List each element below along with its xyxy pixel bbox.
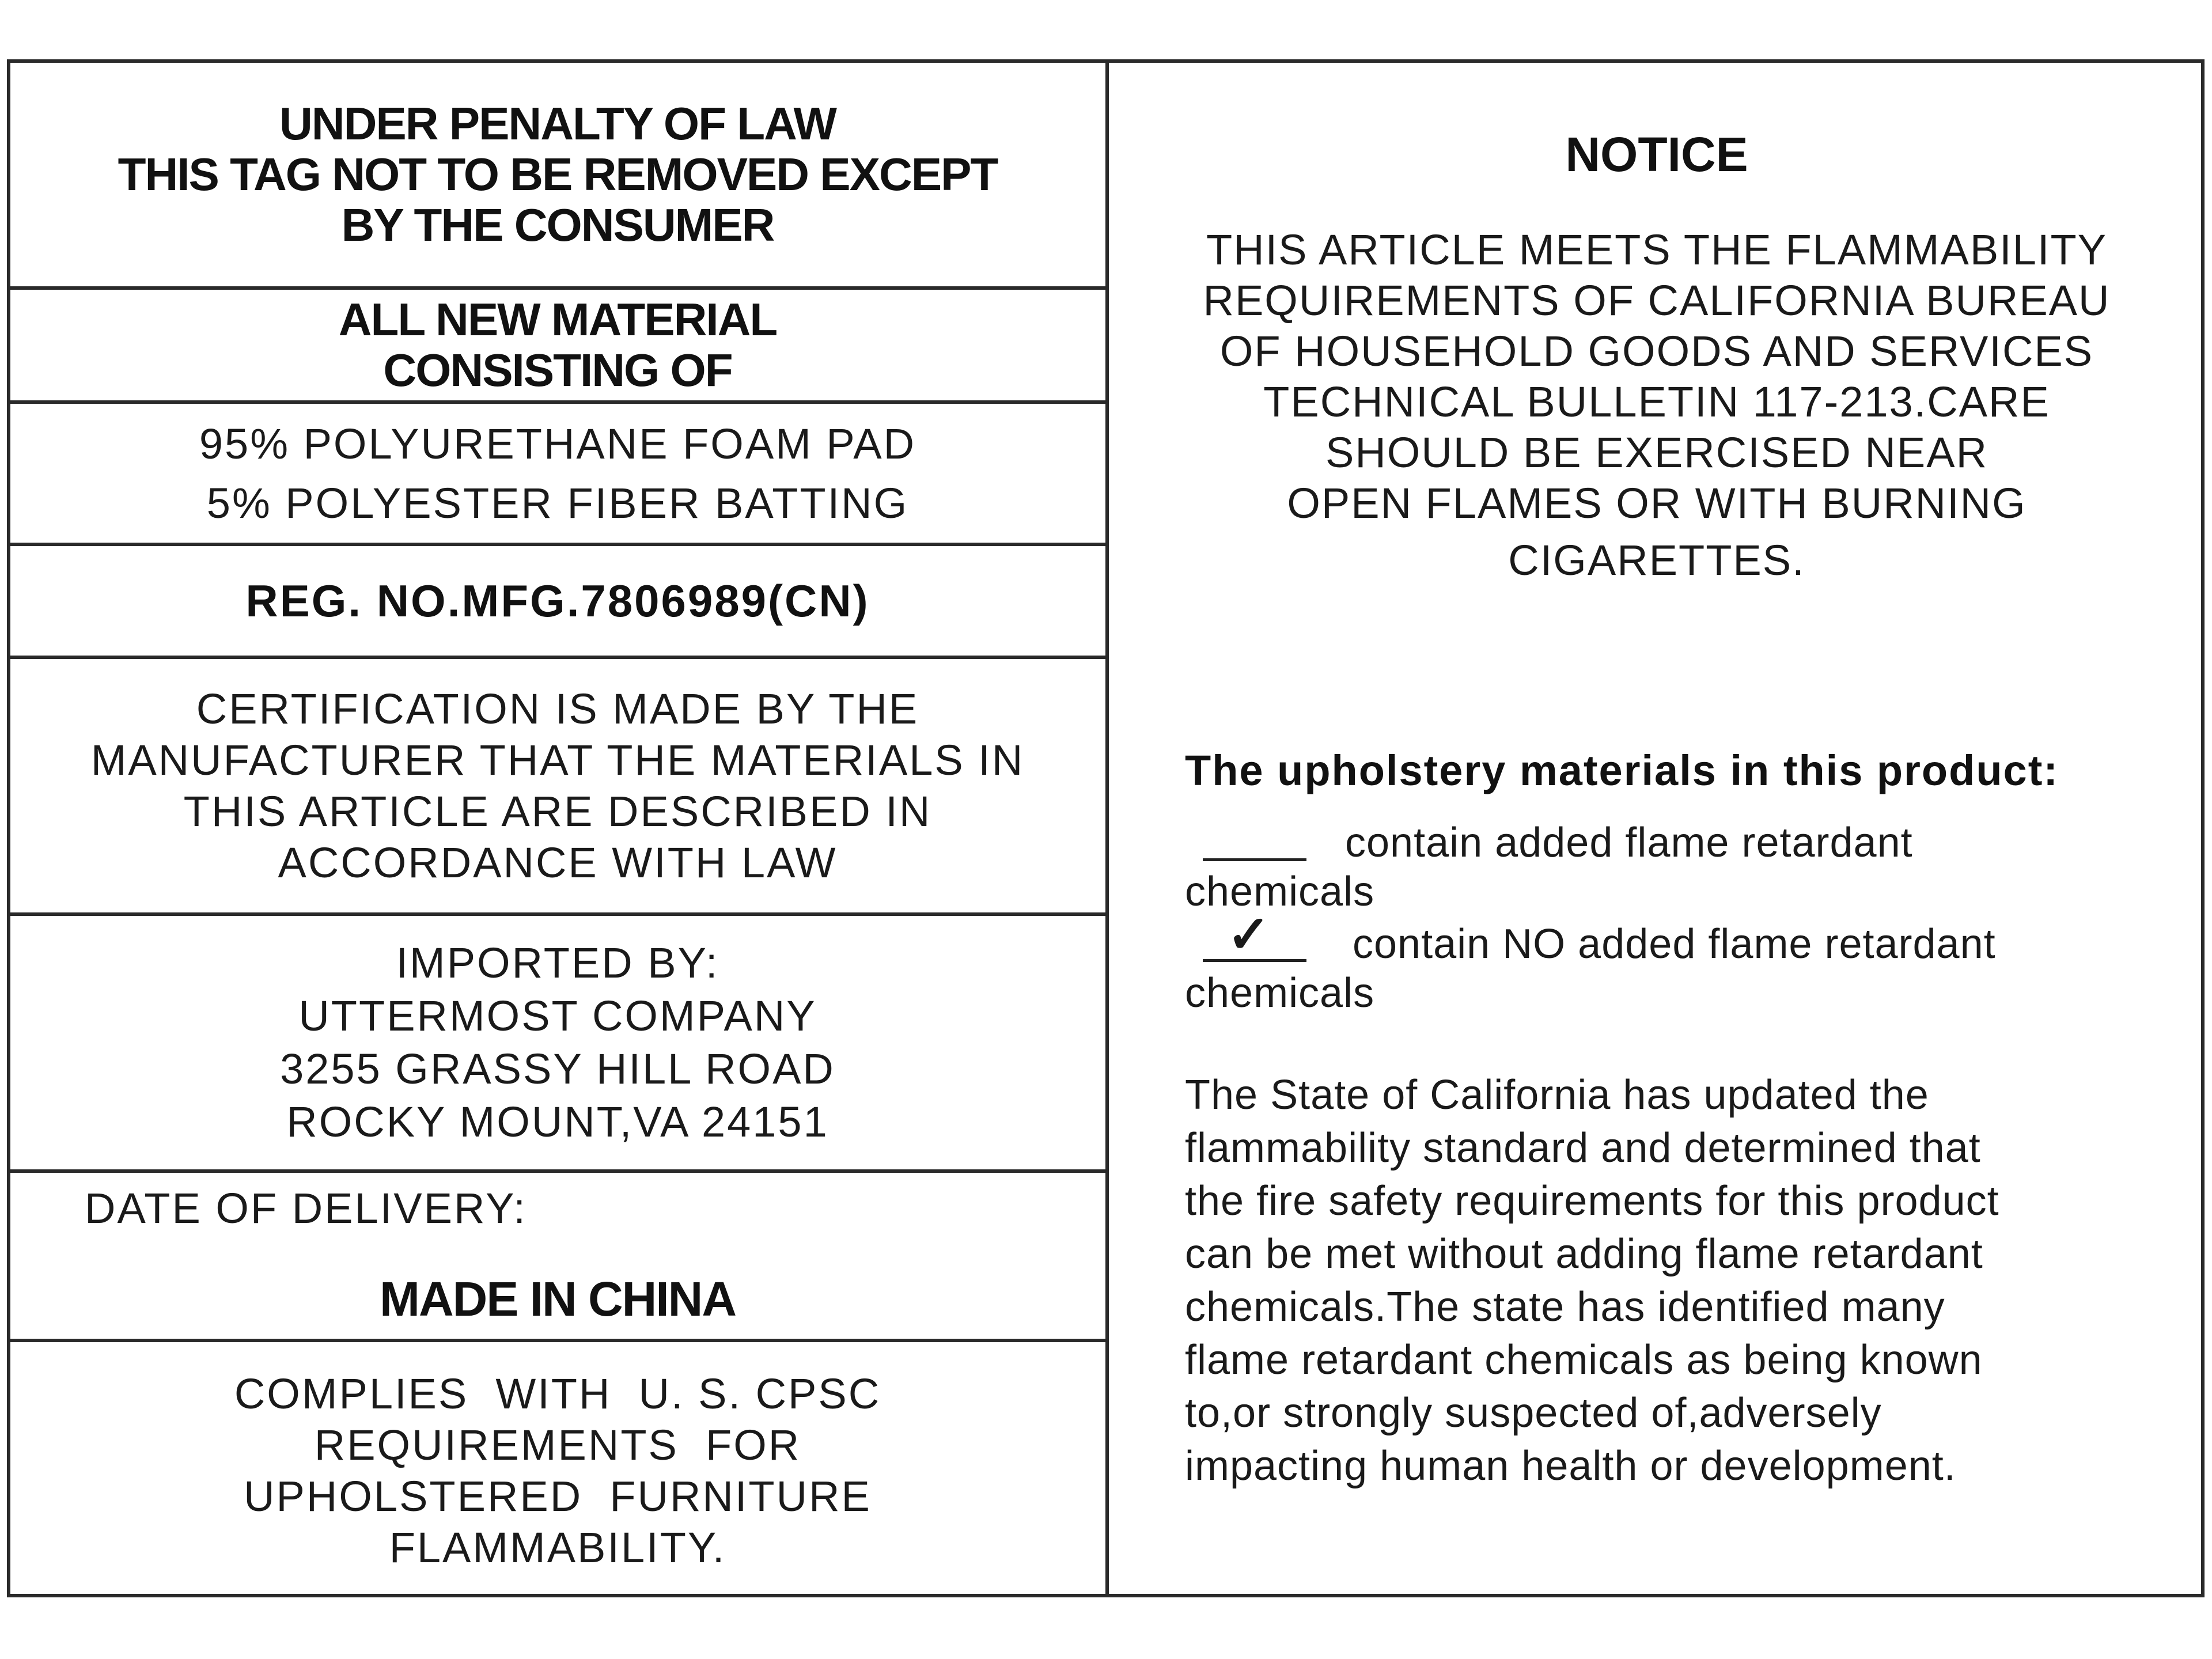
certification-line: THIS ARTICLE ARE DESCRIBED IN [183,787,932,835]
option-added-text: contain added flame retardant [1345,820,1913,866]
column-divider [1105,59,1109,1597]
material-heading: ALL NEW MATERIAL CONSISTING OF [10,290,1105,400]
upholstery-title: The upholstery materials in this product… [1185,747,2059,794]
compliance-line: UPHOLSTERED FURNITURE [244,1472,872,1520]
importer-line: UTTERMOST COMPANY [298,992,817,1040]
importer-line: IMPORTED BY: [396,939,719,987]
notice-line: TECHNICAL BULLETIN 117-213.CARE [1263,378,2050,426]
statement-line: to,or strongly suspected of,adversely [1185,1390,1882,1436]
option-no-added-wrap: chemicals [1185,970,1375,1016]
compliance-line: COMPLIES WITH U. S. CPSC [234,1369,881,1418]
notice-line: THIS ARTICLE MEETS THE FLAMMABILITY [1206,226,2108,274]
row-divider [7,656,1107,659]
date-of-delivery-label: DATE OF DELIVERY: [85,1184,527,1232]
statement-line: impacting human health or development. [1185,1443,1956,1489]
material-line: 5% POLYESTER FIBER BATTING [206,479,909,527]
materials-block: 95% POLYURETHANE FOAM PAD 5% POLYESTER F… [10,404,1105,543]
material-line: 95% POLYURETHANE FOAM PAD [199,419,916,468]
check-mark-icon: ✓ [1227,906,1271,964]
row-divider [7,1339,1107,1342]
warning-line: UNDER PENALTY OF LAW [279,98,837,149]
notice-line: OPEN FLAMES OR WITH BURNING [1287,479,2027,527]
made-in-china: MADE IN CHINA [10,1267,1105,1331]
notice-line: OF HOUSEHOLD GOODS AND SERVICES [1219,327,2094,375]
option-added-wrap: chemicals [1185,869,1375,915]
notice-line: REQUIREMENTS OF CALIFORNIA BUREAU [1203,276,2111,324]
importer-block: IMPORTED BY: UTTERMOST COMPANY 3255 GRAS… [10,916,1105,1169]
warning-block: UNDER PENALTY OF LAW THIS TAG NOT TO BE … [10,63,1105,286]
row-divider [7,543,1107,546]
statement-line: flammability standard and determined tha… [1185,1125,1981,1171]
heading-line: CONSISTING OF [383,344,733,396]
statement-line: flame retardant chemicals as being known [1185,1337,1983,1383]
compliance-line: REQUIREMENTS FOR [314,1421,801,1469]
compliance-block: COMPLIES WITH U. S. CPSC REQUIREMENTS FO… [10,1342,1105,1599]
certification-line: ACCORDANCE WITH LAW [278,839,838,887]
heading-line: ALL NEW MATERIAL [338,294,778,345]
notice-title: NOTICE [1565,127,1748,181]
row-divider [7,286,1107,290]
statement-line: can be met without adding flame retardan… [1185,1231,1983,1277]
statement-line: the fire safety requirements for this pr… [1185,1178,1999,1224]
notice-line: SHOULD BE EXERCISED NEAR [1325,429,1988,476]
statement-line: The State of California has updated the [1185,1072,1929,1118]
option-no-added-text: contain NO added flame retardant [1353,921,1996,967]
registration-number: REG. NO.MFG.7806989(CN) [10,546,1105,656]
statement-line: chemicals.The state has identified many [1185,1284,1945,1330]
origin-text: MADE IN CHINA [380,1272,737,1326]
notice-body: THIS ARTICLE MEETS THE FLAMMABILITY REQU… [1109,225,2205,529]
certification-line: CERTIFICATION IS MADE BY THE [196,685,919,733]
warning-line: BY THE CONSUMER [341,199,775,251]
notice-last-line: CIGARETTES. [1508,536,1805,584]
checkbox-blank-line [1203,959,1306,962]
certification-block: CERTIFICATION IS MADE BY THE MANUFACTURE… [10,659,1105,912]
importer-line: 3255 GRASSY HILL ROAD [280,1045,835,1093]
warning-line: THIS TAG NOT TO BE REMOVED EXCEPT [118,149,999,200]
row-divider [7,1169,1107,1173]
importer-line: ROCKY MOUNT,VA 24151 [286,1098,829,1146]
california-statement: The State of California has updated the … [1185,1069,1999,1493]
compliance-line: FLAMMABILITY. [389,1523,726,1571]
row-divider [7,912,1107,916]
registration-text: REG. NO.MFG.7806989(CN) [245,575,870,626]
checkbox-blank-line [1203,858,1306,861]
row-divider [7,400,1107,404]
certification-line: MANUFACTURER THAT THE MATERIALS IN [90,736,1025,784]
